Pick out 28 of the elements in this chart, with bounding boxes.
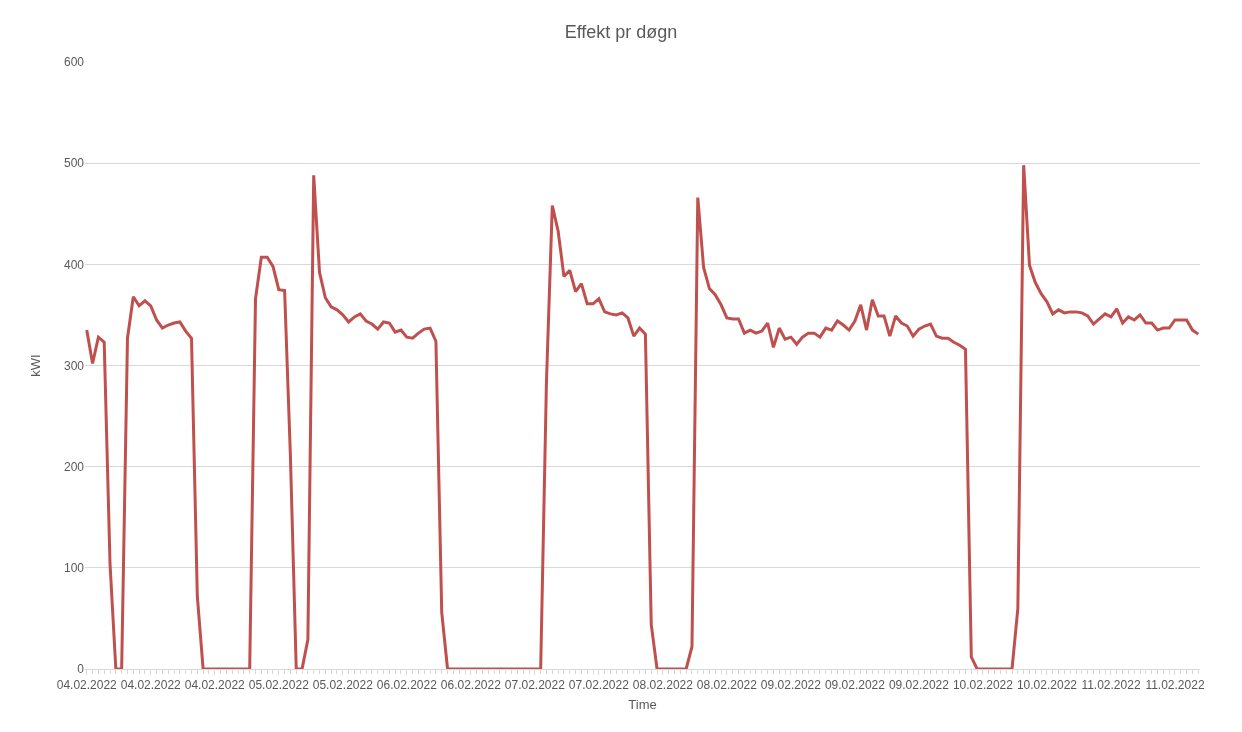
y-tick-label: 200 — [63, 459, 85, 474]
x-tick-label: 05.02.2022 — [312, 678, 374, 693]
x-tick-label: 07.02.2022 — [504, 678, 566, 693]
x-tick-label: 05.02.2022 — [248, 678, 310, 693]
x-tick-label: 10.02.2022 — [1016, 678, 1078, 693]
x-tick-label: 06.02.2022 — [376, 678, 438, 693]
y-tick-label: 600 — [63, 55, 85, 70]
x-tick-label: 04.02.2022 — [56, 678, 118, 693]
x-tick-label: 08.02.2022 — [696, 678, 758, 693]
x-tick-label: 08.02.2022 — [632, 678, 694, 693]
x-tick-label: 04.02.2022 — [184, 678, 246, 693]
x-tick-label: 06.02.2022 — [440, 678, 502, 693]
y-tick-label: 100 — [63, 561, 85, 576]
x-tick-label: 09.02.2022 — [888, 678, 950, 693]
y-tick-label: 500 — [63, 156, 85, 171]
x-tick-label: 10.02.2022 — [952, 678, 1014, 693]
x-tick-label: 11.02.2022 — [1081, 678, 1141, 693]
x-tick-label: 04.02.2022 — [120, 678, 182, 693]
chart-title: Effekt pr døgn — [564, 22, 678, 43]
x-tick-label: 07.02.2022 — [568, 678, 630, 693]
y-tick-label: 300 — [63, 358, 85, 373]
y-tick-label: 400 — [63, 257, 85, 272]
x-tick-label: 09.02.2022 — [760, 678, 822, 693]
x-tick-label: 09.02.2022 — [824, 678, 886, 693]
x-axis-title: Time — [628, 697, 657, 712]
y-axis-title: kWI — [27, 354, 43, 377]
x-tick-label: 11.02.2022 — [1145, 678, 1205, 693]
y-tick-label: 0 — [77, 662, 85, 677]
